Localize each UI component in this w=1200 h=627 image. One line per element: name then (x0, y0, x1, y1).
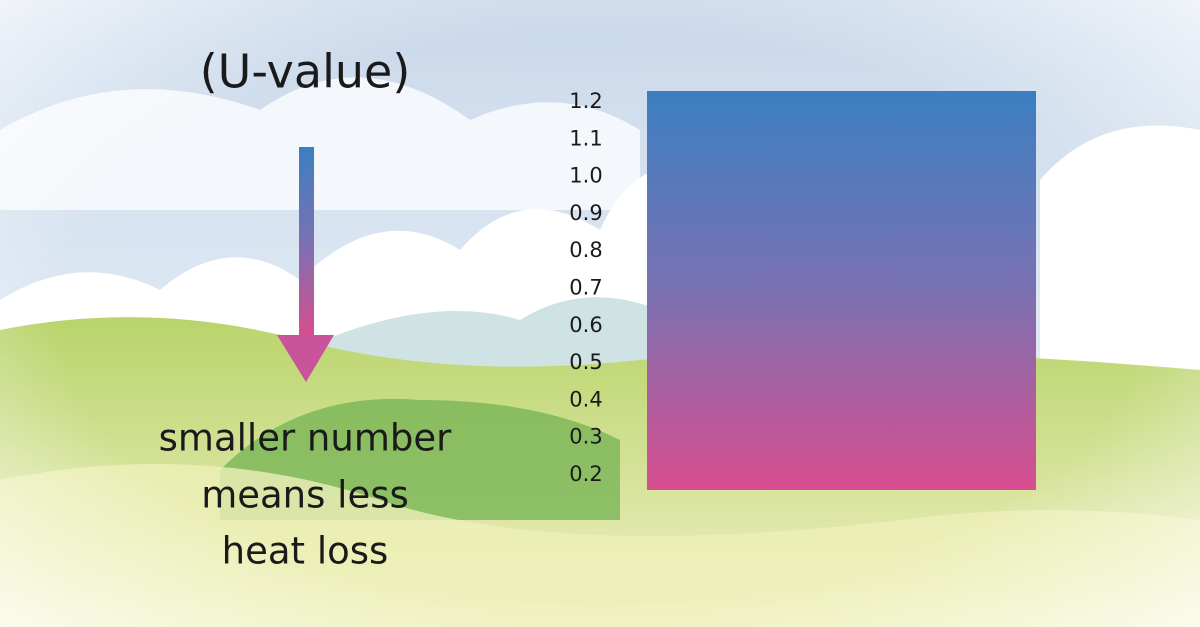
gradient-scale (647, 91, 1036, 490)
scale-label: 1.1 (569, 126, 602, 150)
scale-label: 0.9 (569, 201, 602, 225)
scale-label: 1.0 (569, 164, 602, 188)
scale-label: 0.2 (569, 462, 602, 486)
scale-label: 0.3 (569, 425, 602, 449)
down-arrow (277, 147, 334, 382)
scale-label: 0.8 (569, 238, 602, 262)
caption-line: smaller number (159, 417, 452, 460)
scale-label: 0.7 (569, 276, 602, 300)
caption-line: means less (201, 474, 409, 517)
scale-label: 1.2 (569, 89, 602, 113)
scale-label: 0.5 (569, 350, 602, 374)
heading: (U-value) (200, 45, 411, 99)
caption-line: heat loss (222, 530, 389, 573)
scale-label: 0.6 (569, 313, 602, 337)
scale-labels: 1.2 1.1 1.0 0.9 0.8 0.7 0.6 0.5 0.4 0.3 0.2 (569, 89, 602, 486)
scale-label: 0.4 (569, 387, 602, 411)
